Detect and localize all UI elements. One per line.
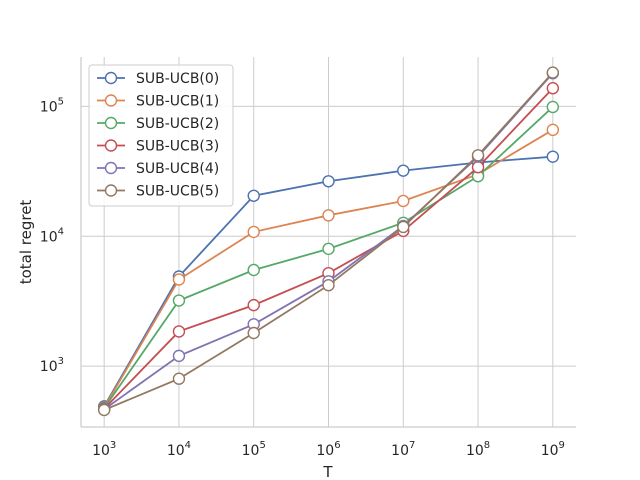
data-point xyxy=(247,263,260,277)
data-point xyxy=(471,149,485,162)
x-axis-label: T xyxy=(322,463,333,480)
x-tick-label: 109 xyxy=(541,440,565,459)
data-point xyxy=(322,278,335,292)
data-point xyxy=(322,175,335,188)
data-point xyxy=(97,403,111,417)
data-point xyxy=(172,273,186,286)
x-tick-label: 107 xyxy=(391,440,415,459)
legend-marker xyxy=(104,116,118,130)
data-point xyxy=(172,372,186,385)
data-point xyxy=(546,100,560,114)
legend-marker xyxy=(104,139,118,152)
data-point xyxy=(172,325,186,338)
data-point xyxy=(471,161,485,174)
y-tick-label: 105 xyxy=(40,96,64,115)
legend-label: SUB-UCB(5) xyxy=(136,184,219,200)
y-axis-label: total regret xyxy=(17,200,35,285)
data-point xyxy=(172,294,186,307)
legend-item: SUB-UCB(5) xyxy=(97,184,219,200)
y-tick-label: 104 xyxy=(40,226,64,245)
legend-marker xyxy=(104,71,118,85)
legend: SUB-UCB(0) SUB-UCB(1) SUB-UCB(2) SUB-UCB(3)… xyxy=(88,64,234,207)
legend-marker xyxy=(104,94,118,107)
series-5 xyxy=(97,66,560,417)
data-point xyxy=(546,150,560,163)
data-point xyxy=(322,209,335,222)
legend-item: SUB-UCB(4) xyxy=(97,161,219,177)
data-point xyxy=(397,220,410,234)
x-tick-label: 105 xyxy=(242,440,266,459)
legend-marker xyxy=(104,184,118,197)
legend-item: SUB-UCB(0) xyxy=(97,71,219,87)
legend-item: SUB-UCB(2) xyxy=(97,116,219,132)
data-point xyxy=(247,298,260,312)
data-point xyxy=(247,189,260,202)
data-point xyxy=(546,66,560,79)
legend-label: SUB-UCB(3) xyxy=(136,139,219,155)
data-point xyxy=(247,326,260,340)
legend-label: SUB-UCB(1) xyxy=(136,94,219,110)
data-point xyxy=(546,123,560,137)
data-point xyxy=(397,194,410,208)
y-tick-label: 103 xyxy=(40,356,64,375)
legend-label: SUB-UCB(2) xyxy=(136,116,219,132)
x-tick-label: 106 xyxy=(316,440,340,459)
series xyxy=(97,66,560,417)
x-tick-label: 103 xyxy=(92,440,116,459)
x-tick-label: 108 xyxy=(466,440,490,459)
tick-labels: 103 104 105 106 107 108 109 103 104 105 xyxy=(40,96,565,459)
legend-label: SUB-UCB(4) xyxy=(136,161,219,177)
legend-label: SUB-UCB(0) xyxy=(136,71,219,87)
data-point xyxy=(397,164,410,177)
data-point xyxy=(322,242,335,256)
data-point xyxy=(546,82,560,95)
legend-marker xyxy=(104,161,118,175)
legend-item: SUB-UCB(1) xyxy=(97,94,219,110)
legend-item: SUB-UCB(3) xyxy=(97,139,219,155)
data-point xyxy=(172,349,186,363)
axes xyxy=(80,57,576,428)
data-point xyxy=(247,225,260,239)
x-tick-label: 104 xyxy=(167,440,191,459)
